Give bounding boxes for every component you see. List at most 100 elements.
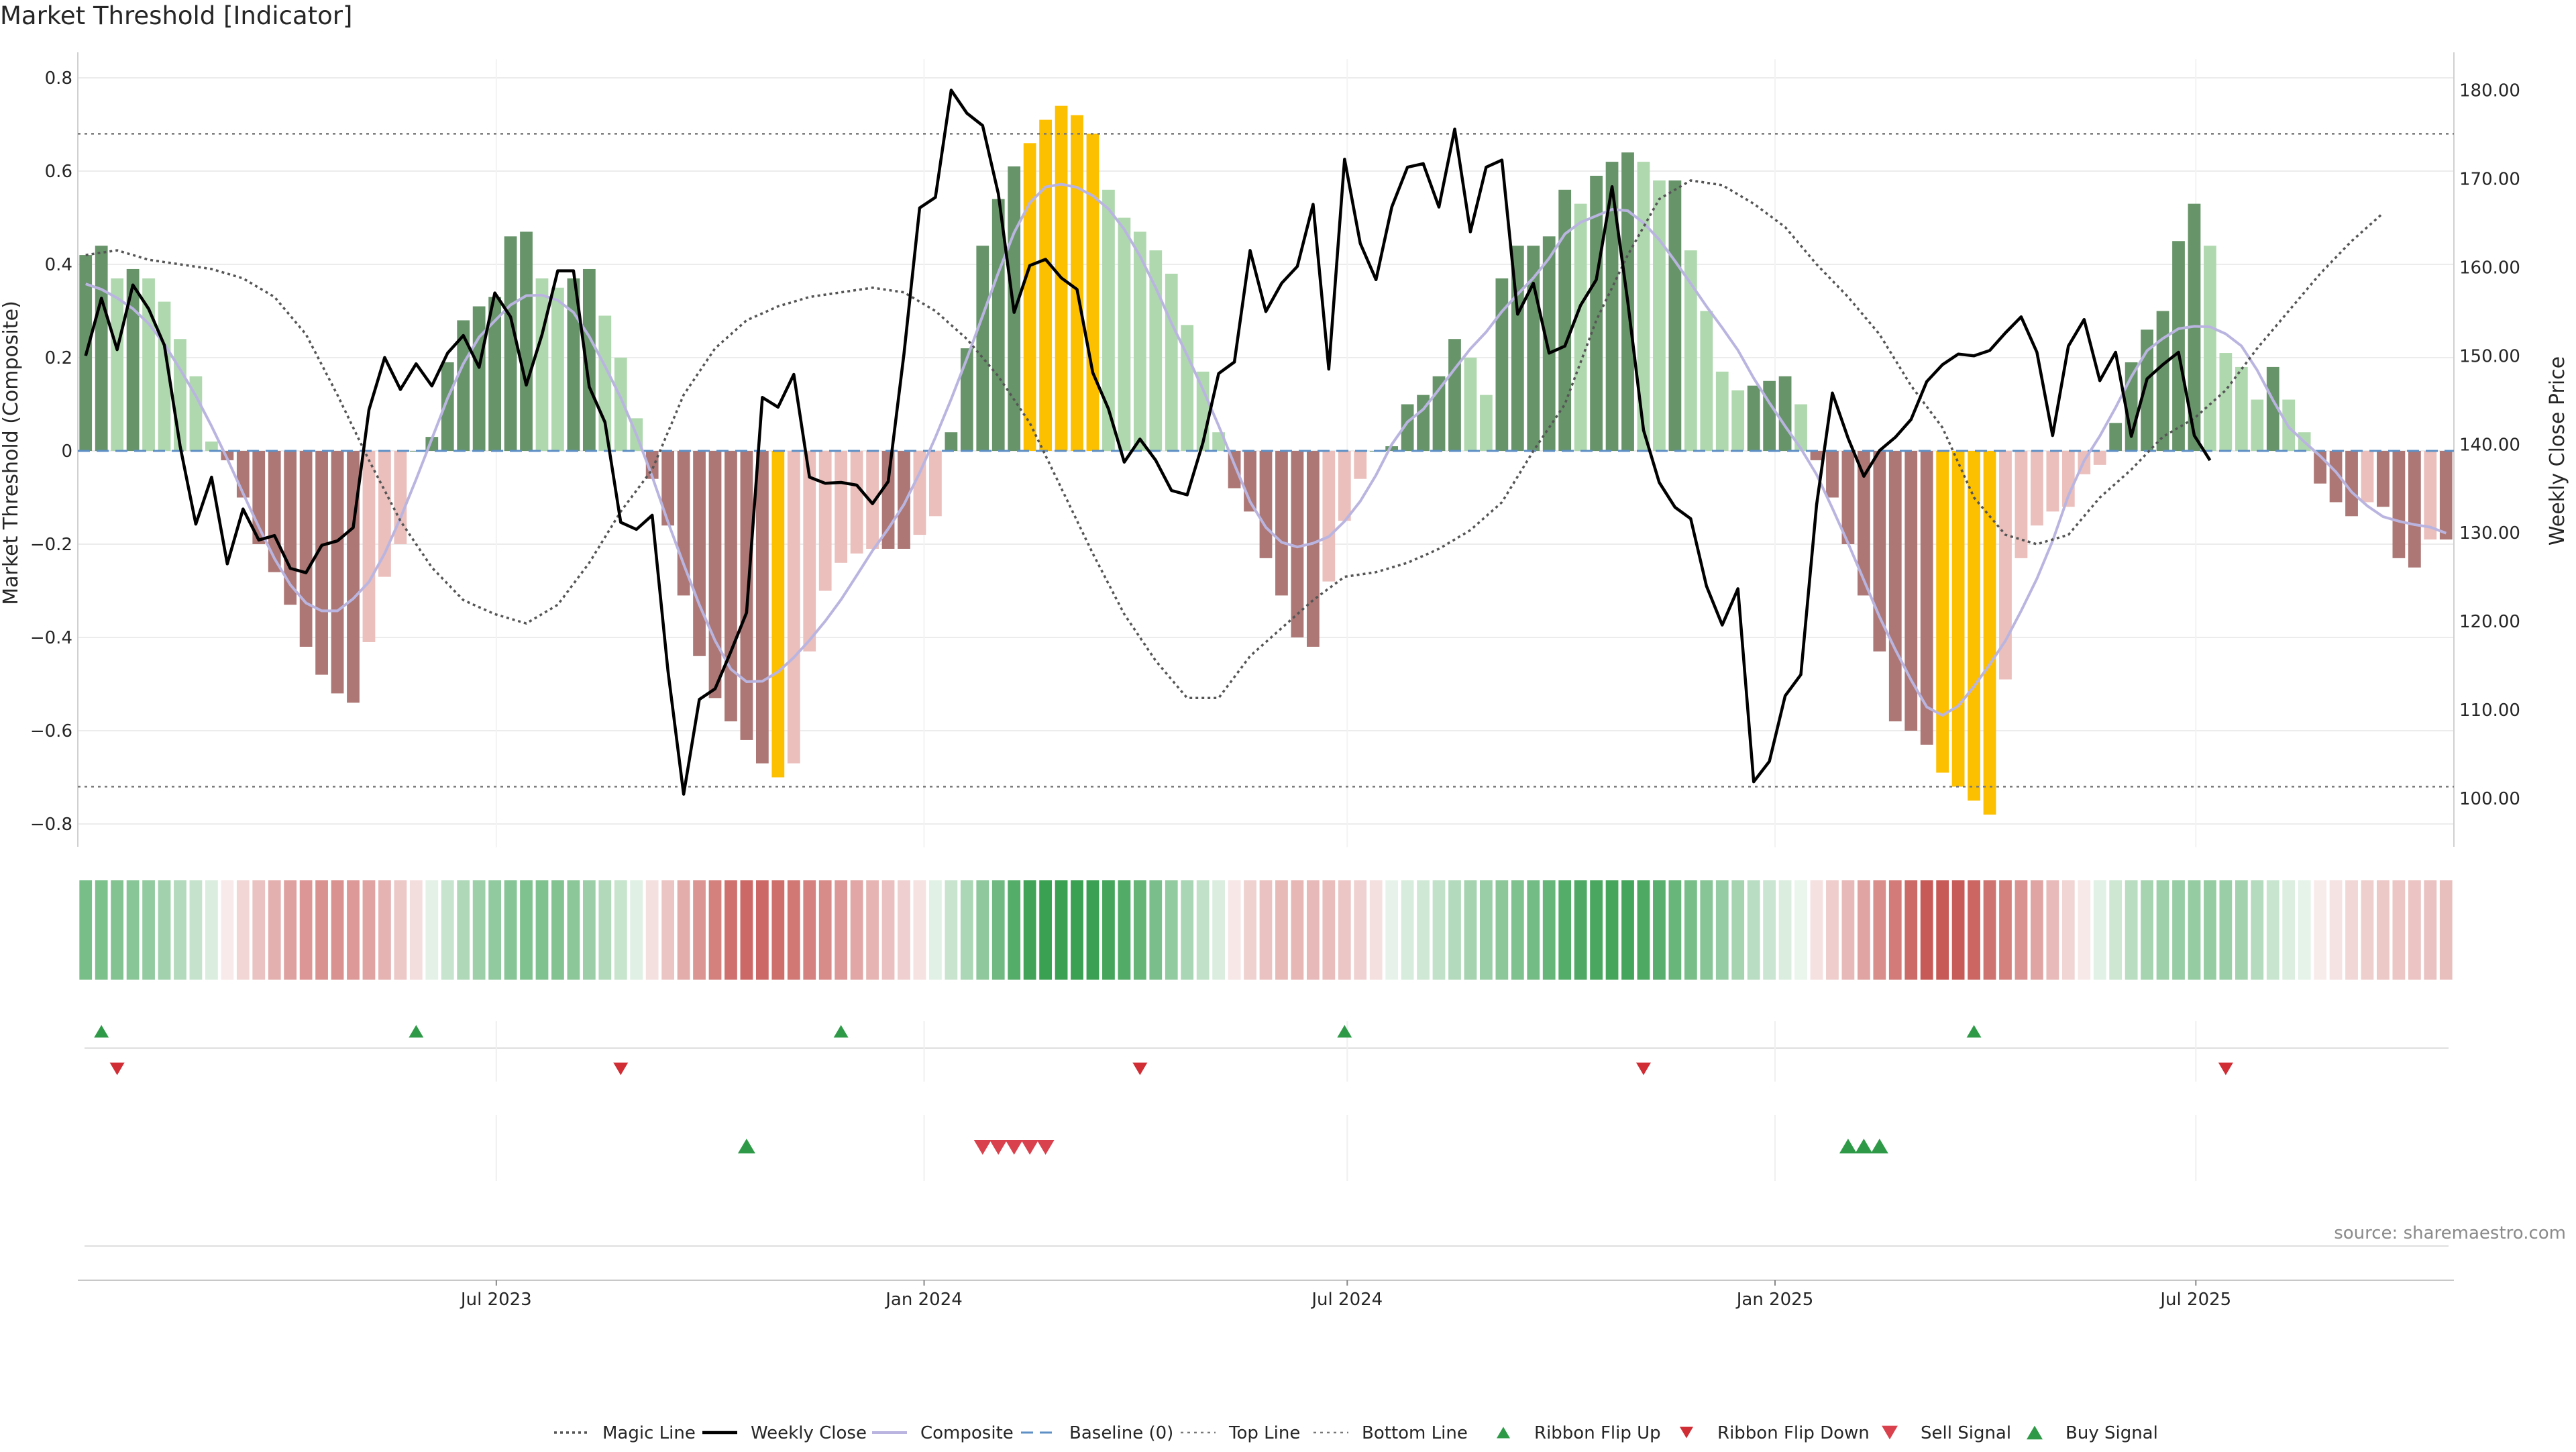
ribbon-cell — [2345, 880, 2358, 980]
composite-bar — [1888, 451, 1902, 722]
y-right-tick-label: 140.00 — [2459, 435, 2520, 455]
composite-bar — [755, 451, 769, 764]
composite-bar — [724, 451, 737, 722]
composite-bar — [1936, 451, 1949, 773]
ribbon-cell — [991, 880, 1005, 980]
ribbon-cell — [2235, 880, 2248, 980]
ribbon-cell — [582, 880, 596, 980]
composite-bar — [1306, 451, 1320, 647]
ribbon-cell — [614, 880, 627, 980]
ribbon-cell — [1306, 880, 1320, 980]
ribbon-cell — [1196, 880, 1210, 980]
ribbon-cell — [1747, 880, 1760, 980]
ribbon-cell — [1385, 880, 1399, 980]
ribbon-cell — [2046, 880, 2059, 980]
composite-bar — [1637, 162, 1650, 451]
ribbon-cell — [158, 880, 171, 980]
ribbon-cell — [1527, 880, 1540, 980]
composite-bar — [1653, 180, 1666, 451]
ribbon-cell — [2015, 880, 2028, 980]
legend-item: Magic Line — [554, 1423, 696, 1443]
composite-bar — [551, 287, 564, 451]
composite-bar — [457, 320, 470, 451]
ribbon-cell — [771, 880, 785, 980]
composite-bar — [1951, 451, 1965, 787]
composite-bar — [2109, 423, 2123, 451]
composite-bar — [1590, 175, 1603, 451]
ribbon-cell — [1542, 880, 1556, 980]
ribbon-cell — [535, 880, 549, 980]
ribbon-cell — [347, 880, 360, 980]
composite-bar — [693, 451, 706, 656]
ribbon-cell — [205, 880, 218, 980]
sell-signal-marker — [1005, 1139, 1023, 1155]
ribbon-cell — [661, 880, 675, 980]
y-tick-label: −0.4 — [30, 628, 72, 648]
ribbon-cell — [724, 880, 737, 980]
composite-bar — [441, 362, 454, 451]
composite-bar — [2408, 451, 2421, 568]
ribbon-cell — [1763, 880, 1776, 980]
ribbon-flip-down-marker — [613, 1062, 629, 1076]
ribbon-cell — [598, 880, 612, 980]
ribbon-cell — [1590, 880, 1603, 980]
composite-bar — [1322, 451, 1336, 582]
ribbon-cell — [567, 880, 580, 980]
ribbon-cell — [236, 880, 250, 980]
x-tick-label: Jan 2025 — [1735, 1290, 1814, 1310]
composite-bar — [850, 451, 863, 554]
legend-item: Ribbon Flip Down — [1680, 1423, 1870, 1443]
composite-bar — [488, 297, 501, 451]
ribbon-cell — [2078, 880, 2091, 980]
composite-bar — [299, 451, 313, 647]
legend-item: Weekly Close — [702, 1423, 867, 1443]
composite-bar — [661, 451, 675, 526]
ribbon-cell — [315, 880, 328, 980]
y-tick-label: −0.6 — [30, 721, 72, 741]
y-right-tick-label: 100.00 — [2459, 789, 2520, 809]
legend-item: Composite — [872, 1423, 1014, 1443]
ribbon-cell — [1605, 880, 1619, 980]
ribbon-cell — [2093, 880, 2106, 980]
ribbon-cell — [1558, 880, 1572, 980]
composite-bar — [2156, 311, 2169, 451]
legend-label: Composite — [920, 1423, 1014, 1443]
ribbon-cell — [1495, 880, 1509, 980]
composite-bar — [1873, 451, 1886, 652]
ribbon-cell — [2298, 880, 2311, 980]
composite-bar — [1668, 180, 1682, 451]
composite-bar — [1275, 451, 1288, 596]
composite-bar — [126, 268, 140, 451]
composite-bar — [2235, 366, 2248, 451]
ribbon-cell — [1464, 880, 1477, 980]
ribbon-cell — [457, 880, 470, 980]
x-tick-label: Jul 2025 — [2159, 1290, 2231, 1310]
legend-swatch-ribbon-flip-up — [1497, 1427, 1510, 1439]
composite-bar — [95, 246, 108, 451]
ribbon-cell — [252, 880, 266, 980]
y-tick-label: 0 — [61, 442, 72, 462]
composite-bar — [1480, 395, 1493, 451]
ribbon-cell — [2061, 880, 2075, 980]
composite-bar — [2141, 329, 2153, 451]
ribbon-cell — [1684, 880, 1697, 980]
ribbon-cell — [425, 880, 439, 980]
composite-bar — [1810, 451, 1823, 460]
composite-bar — [2266, 366, 2279, 451]
ribbon-cell — [1102, 880, 1115, 980]
ribbon-cell — [693, 880, 706, 980]
y-right-tick-label: 150.00 — [2459, 346, 2520, 366]
composite-bar — [1259, 451, 1273, 558]
ribbon-cell — [488, 880, 501, 980]
ribbon-cell — [2125, 880, 2138, 980]
ribbon-cell — [1086, 880, 1099, 980]
ribbon-cell — [268, 880, 281, 980]
legend-swatch-sell-signal — [1882, 1425, 1898, 1440]
legend-label: Buy Signal — [2065, 1423, 2158, 1443]
ribbon-cell — [960, 880, 973, 980]
composite-bar — [1731, 390, 1745, 451]
ribbon-cell — [520, 880, 533, 980]
magic-line — [85, 179, 2384, 700]
ribbon-cell — [299, 880, 313, 980]
